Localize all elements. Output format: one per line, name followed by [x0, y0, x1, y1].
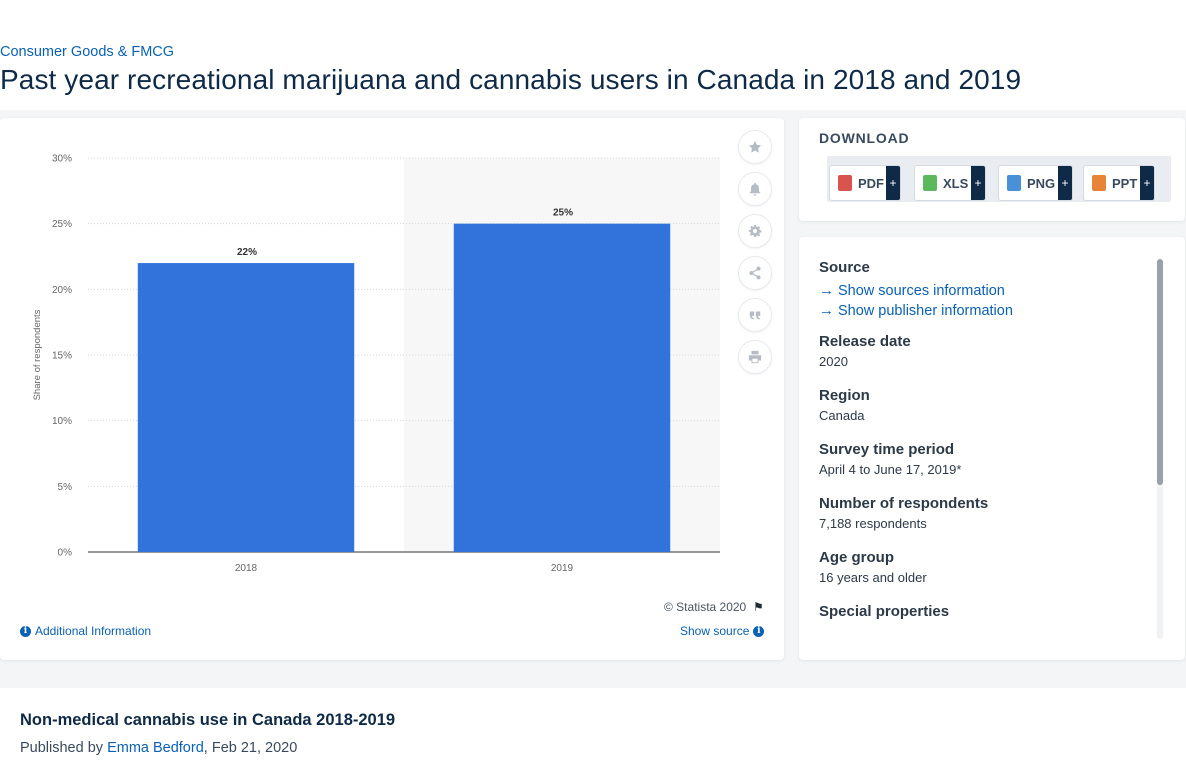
star-icon[interactable] [738, 130, 772, 164]
quote-icon[interactable] [738, 298, 772, 332]
copyright: © Statista 2020 [664, 600, 747, 614]
author-link[interactable]: Emma Bedford [107, 740, 204, 756]
published-prefix: Published by [20, 740, 108, 756]
field-value: April 4 to June 17, 2019* [819, 462, 962, 477]
bar [453, 223, 671, 552]
show-sources-link[interactable]: → Show sources information [819, 282, 1149, 299]
arrow-right-icon: → [819, 302, 834, 319]
field-value: 16 years and older [819, 570, 927, 585]
field-label: Region [819, 387, 870, 404]
download-png-button[interactable]: PNG + [998, 165, 1073, 201]
show-sources-label: Show sources information [838, 282, 1005, 299]
field-label: Survey time period [819, 441, 955, 458]
download-pdf-button[interactable]: PDF + [829, 165, 901, 201]
pdf-file-icon [838, 175, 852, 191]
y-tick-label: 15% [52, 351, 72, 362]
publication-card: Non-medical cannabis use in Canada 2018-… [0, 688, 1186, 760]
field-label: Age group [819, 549, 894, 566]
bell-icon[interactable] [738, 172, 772, 206]
data-label: 25% [553, 208, 573, 219]
published-by: Published by Emma Bedford, Feb 21, 2020 [20, 740, 297, 756]
xls-file-icon [923, 175, 937, 191]
plus-icon: + [1140, 166, 1154, 200]
special-properties-field: Special properties [819, 603, 1149, 620]
info-icon: i [20, 625, 31, 637]
download-xls-label: XLS [943, 175, 969, 191]
data-label: 22% [237, 247, 257, 258]
show-publisher-label: Show publisher information [838, 302, 1013, 319]
field-label: Special properties [819, 603, 950, 620]
png-file-icon [1007, 175, 1021, 191]
page-title: Past year recreational marijuana and can… [0, 64, 1022, 95]
y-tick-label: 0% [58, 548, 73, 559]
y-tick-label: 10% [52, 416, 72, 427]
bar-chart: 0% 5% 10% 15% 20% 25% 30% Share of respondents 2… [32, 154, 720, 574]
field-value: 7,188 respondents [819, 516, 927, 531]
published-date: , Feb 21, 2020 [203, 740, 298, 756]
chart-card: 0% 5% 10% 15% 20% 25% 30% Share of respondents 2… [0, 118, 784, 660]
publication-title: Non-medical cannabis use in Canada 2018-… [20, 711, 396, 729]
ppt-file-icon [1092, 175, 1106, 191]
x-tick-label: 2018 [235, 563, 258, 574]
show-source-label: Show source [680, 624, 750, 638]
age-group-field: Age group 16 years and older [819, 549, 1149, 585]
release-date-field: Release date 2020 [819, 333, 1149, 369]
field-value: Canada [819, 408, 865, 423]
field-label: Number of respondents [819, 495, 989, 512]
scrollbar-thumb[interactable] [1157, 259, 1163, 485]
statistic-info-panel: Source → Show sources information → Show… [799, 237, 1185, 660]
info-content: Source → Show sources information → Show… [819, 259, 1149, 620]
y-tick-label: 20% [52, 285, 72, 296]
download-ppt-button[interactable]: PPT + [1083, 165, 1155, 201]
plus-icon: + [971, 166, 985, 200]
field-label: Release date [819, 333, 911, 350]
y-tick-label: 5% [58, 482, 73, 493]
show-source-link[interactable]: Show source i [680, 624, 765, 638]
plus-icon: + [886, 166, 900, 200]
download-title: DOWNLOAD [819, 130, 910, 146]
download-card: DOWNLOAD PDF + XLS + PNG + PPT + [799, 118, 1185, 221]
respondents-field: Number of respondents 7,188 respondents [819, 495, 1149, 531]
y-tick-label: 25% [52, 219, 72, 230]
download-xls-button[interactable]: XLS + [914, 165, 986, 201]
plus-icon: + [1058, 166, 1072, 200]
arrow-right-icon: → [819, 282, 834, 299]
breadcrumb[interactable]: Consumer Goods & FMCG [0, 44, 175, 60]
region-field: Region Canada [819, 387, 1149, 423]
show-publisher-link[interactable]: → Show publisher information [819, 302, 1149, 319]
additional-info-link[interactable]: i Additional Information [20, 624, 151, 638]
download-pdf-label: PDF [858, 175, 884, 191]
print-icon[interactable] [738, 340, 772, 374]
share-icon[interactable] [738, 256, 772, 290]
download-png-label: PNG [1027, 175, 1056, 191]
info-icon: i [753, 625, 765, 637]
download-ppt-label: PPT [1112, 175, 1138, 191]
field-value: 2020 [819, 354, 848, 369]
bar [137, 263, 355, 552]
x-tick-label: 2019 [551, 563, 574, 574]
y-axis-label: Share of respondents [32, 309, 43, 400]
source-heading: Source [819, 259, 870, 276]
additional-info-label: Additional Information [35, 624, 152, 638]
gear-icon[interactable] [738, 214, 772, 248]
flag-icon[interactable]: ⚑ [753, 600, 764, 614]
survey-period-field: Survey time period April 4 to June 17, 2… [819, 441, 1149, 477]
y-tick-label: 30% [52, 154, 72, 165]
